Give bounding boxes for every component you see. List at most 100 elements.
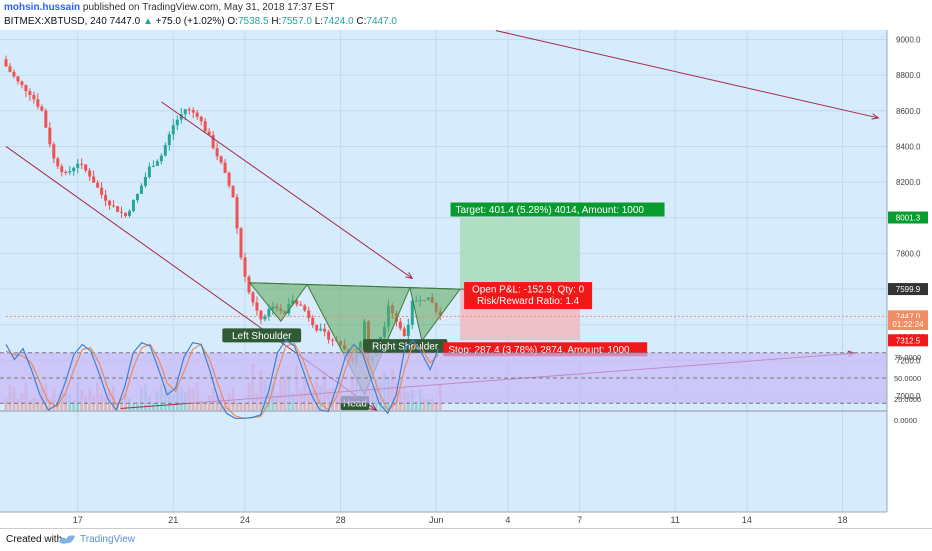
candle-body [231,185,235,198]
candle-body [263,316,267,320]
time-tick-label: 11 [671,515,680,525]
volume-bar [4,398,8,410]
trendline [161,101,413,279]
symbol-line: BITMEX:XBTUSD, 240 7447.0 ▲ +75.0 (+1.02… [4,16,397,27]
stochastic-pane [0,339,887,419]
candle-body [92,176,96,183]
candle-body [163,145,167,156]
author-link[interactable]: mohsin.hussain [4,2,81,13]
candle-body [207,131,211,136]
candle-body [116,206,120,212]
volume-bar [426,399,430,410]
candle-body [155,161,159,166]
neckline [249,282,461,290]
price-tick-label: 8800.0 [896,71,921,80]
volume-bar [48,398,52,410]
change-value: +75.0 (+1.02%) [155,16,225,27]
time-tick-label: Jun [429,515,444,525]
tradingview-logo-icon[interactable] [58,532,76,546]
candle-body [16,76,20,82]
price-tag-entry: 7599.9 [896,285,921,294]
candle-body [72,167,76,172]
candle-body [84,164,88,171]
candle-body [235,197,239,229]
time-tick-label: 17 [73,515,83,525]
time-tick-label: 4 [505,515,510,525]
candle-body [303,305,307,311]
candle-body [199,116,203,122]
candle-body [40,106,44,111]
volume-bar [414,401,418,410]
candle-body [135,193,139,201]
target-label-bg [450,202,665,217]
candle-body [239,228,243,258]
trendline-arrow [405,272,414,280]
volume-bar [32,397,36,410]
candle-body [227,172,231,186]
volume-bar [127,397,131,410]
candle-body [4,59,8,67]
price-tick-label: 9000.0 [896,36,921,45]
price-tag-timer-bg [888,317,928,330]
candle-body [108,200,112,206]
candle-body [311,317,315,325]
created-with-text: Created with [6,534,63,545]
candle-body [267,309,271,317]
change-arrow-icon: ▲ [142,16,153,27]
footer: Created with TradingView [0,528,932,551]
price-tag-stop: 7312.5 [896,336,921,345]
candle-body [147,166,151,178]
candle-body [307,310,311,318]
candle-body [187,109,191,111]
candle-body [48,127,52,145]
rr-label: Risk/Reward Ratio: 1.4 [477,296,580,307]
candle-body [104,194,108,201]
chart-header: mohsin.hussain published on TradingView.… [0,0,932,30]
candle-body [259,310,263,320]
volume-bar [28,399,32,410]
stoch-tick-label: 25.0000 [894,395,921,404]
candle-body [219,156,223,163]
candle-body [255,302,259,311]
candle-body [315,324,319,331]
candle-body [151,165,155,167]
candle-body [68,171,72,173]
price-tick-label: 7800.0 [896,249,921,258]
candle-body [398,321,402,329]
volume-bar [243,403,247,410]
label-left-shoulder: Left Shoulder [232,331,292,342]
time-axis-bg [0,512,932,528]
label-right-shoulder-bg [362,339,448,354]
ohlc-close-label: C: [356,16,367,27]
time-tick-label: 7 [577,515,582,525]
published-text: published on TradingView.com, May 31, 20… [82,2,335,13]
candle-body [191,109,195,113]
price-axis-bg [887,30,932,512]
volume-bar [131,403,135,410]
candle-body [299,304,303,306]
candle-body [56,158,60,167]
candle-body [211,135,215,149]
candle-body [28,91,32,96]
volume-bar [422,397,426,410]
candle-body [64,172,68,174]
candle-body [179,114,183,120]
candle-body [52,144,56,159]
ohlc-open: 7538.5 [237,16,269,27]
tradingview-brand[interactable]: TradingView [80,534,136,545]
price-tick-label: 8200.0 [896,178,921,187]
time-tick-label: 18 [837,515,847,525]
symbol-label[interactable]: BITMEX:XBTUSD, 240 [4,16,107,27]
label-left-shoulder-bg [222,328,302,343]
candle-body [120,211,124,213]
price-tick-label: 7000.0 [896,392,921,401]
candle-body [20,81,24,85]
candle-body [215,148,219,157]
last-price: 7447.0 [109,16,141,27]
ohlc-low: 7424.0 [323,16,354,27]
candle-body [331,339,335,341]
ohlc-close: 7447.0 [366,16,397,27]
stoch-d-line [5,342,440,419]
candle-body [223,162,227,173]
